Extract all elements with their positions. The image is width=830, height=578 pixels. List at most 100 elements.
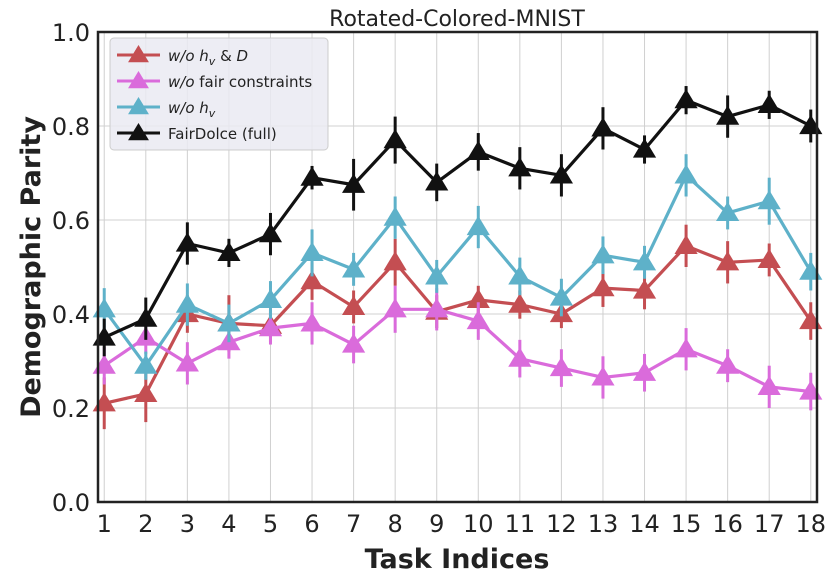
data-point [799,260,823,280]
x-tick-label: 9 [429,510,444,538]
data-point [549,164,574,184]
data-point [757,248,781,269]
x-tick-label: 7 [346,510,361,538]
legend-item-no-hv-d: w/o hv & D [117,44,248,68]
x-tick-label: 5 [263,510,278,538]
y-tick-label: 0.4 [52,301,90,329]
data-point [300,166,324,186]
data-point [341,173,366,193]
data-point [508,347,532,367]
legend-label: w/o hv [168,99,216,120]
data-point [383,251,407,271]
data-point [466,288,490,308]
data-point [716,105,740,125]
x-axis-label: Task Indices [365,544,550,575]
data-point [799,114,823,135]
legend-box [109,37,329,151]
data-point [92,298,116,318]
data-point [341,295,366,316]
series-line [102,173,813,368]
y-tick-label: 0.0 [52,489,90,517]
legend-label: w/o fair constraints [168,73,312,91]
x-tick-label: 13 [588,510,619,538]
y-axis-label: Demographic Parity [16,116,47,418]
legend-swatch-marker [128,70,149,89]
y-tick-label: 0.2 [52,395,90,423]
data-point [632,251,657,271]
data-point [383,128,407,149]
data-point [466,309,490,330]
y-tick-label: 1.0 [52,19,90,47]
data-point [632,361,657,381]
data-point [258,316,283,337]
legend-swatch-marker [128,96,149,115]
legend-swatch-marker [128,44,149,63]
data-point [425,171,449,191]
legend-item-fairdolce: FairDolce (full) [117,122,277,143]
data-point [92,326,116,346]
data-point [549,286,574,306]
data-point [757,93,781,113]
x-axis-ticks: 1 2 3 4 5 6 7 8 9 10 11 12 13 14 15 16 17 18 [97,510,826,538]
data-point [217,312,241,332]
y-tick-label: 0.8 [52,113,90,141]
data-point [300,269,324,290]
x-tick-label: 16 [712,510,743,538]
data-point [341,258,366,278]
data-point [134,307,158,327]
x-tick-label: 6 [304,510,319,538]
series-line [103,244,813,405]
x-tick-label: 10 [463,510,494,538]
data-point [466,140,490,160]
data-point [591,117,615,137]
data-point [674,234,698,254]
data-point [466,215,490,236]
series-no-hv [92,154,823,380]
series-layer [92,86,823,430]
data-point [716,201,740,222]
x-tick-label: 18 [795,510,826,538]
data-point [217,241,241,261]
x-tick-label: 1 [97,510,112,538]
series-no-hv-d [92,224,823,430]
series-fairdolce [92,86,823,357]
data-point [425,298,449,318]
data-point [258,222,283,243]
data-point [258,288,283,308]
data-point [300,241,324,261]
x-tick-label: 2 [138,510,153,538]
x-tick-label: 15 [671,510,702,538]
data-point [175,232,199,252]
legend: w/o hv & D w/o fair constraints w/o hv Fair… [109,37,329,151]
y-axis-ticks: 0.0 0.2 0.4 0.6 0.8 1.0 [52,19,90,517]
data-point [425,265,449,285]
x-tick-label: 3 [180,510,195,538]
data-point [674,338,698,358]
data-point [134,354,158,374]
data-point [632,138,657,158]
data-point [632,279,657,299]
data-point [300,312,324,332]
data-point [92,354,116,374]
data-point [591,366,615,386]
x-tick-label: 14 [629,510,660,538]
data-point [508,265,532,285]
legend-label: FairDolce (full) [168,125,277,143]
data-point [591,244,615,264]
plot-frame [96,30,819,504]
data-point [134,382,158,402]
chart-title: Rotated-Colored-MNIST [329,7,585,32]
data-point [175,352,199,372]
legend-label: w/o hv & D [168,47,248,68]
data-point [175,293,199,313]
series-line [103,307,811,394]
legend-item-no-fair: w/o fair constraints [117,70,312,91]
data-point [799,309,823,330]
legend-item-no-hv: w/o hv [117,96,216,120]
x-tick-label: 17 [754,510,785,538]
legend-swatch-marker [128,122,149,141]
data-point [549,356,574,377]
data-point [591,276,615,297]
y-tick-label: 0.6 [52,207,90,235]
data-point [341,333,366,353]
